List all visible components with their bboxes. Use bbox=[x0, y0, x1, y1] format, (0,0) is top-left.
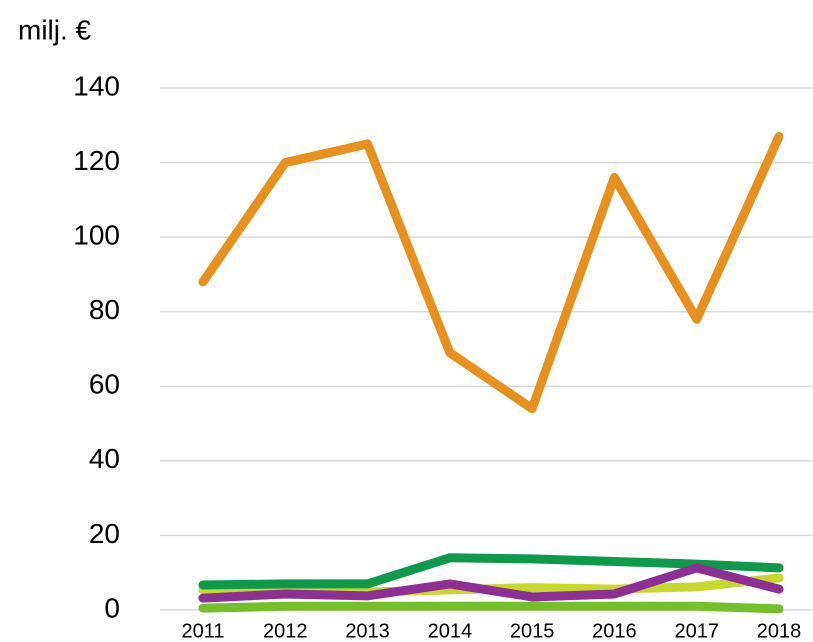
x-tick-label: 2012 bbox=[263, 620, 308, 642]
y-tick-label: 20 bbox=[89, 518, 120, 549]
y-tick-label: 40 bbox=[89, 443, 120, 474]
x-tick-label: 2017 bbox=[674, 620, 719, 642]
y-tick-label: 60 bbox=[89, 369, 120, 400]
y-tick-label: 140 bbox=[73, 70, 120, 101]
x-tick-label: 2016 bbox=[592, 620, 637, 642]
x-tick-label: 2015 bbox=[510, 620, 555, 642]
y-tick-label: 80 bbox=[89, 294, 120, 325]
x-tick-label: 2013 bbox=[345, 620, 390, 642]
series-line bbox=[198, 553, 784, 590]
y-tick-label: 0 bbox=[104, 592, 120, 623]
y-tick-label: 100 bbox=[73, 220, 120, 251]
series-line bbox=[198, 601, 784, 614]
x-tick-label: 2014 bbox=[428, 620, 473, 642]
x-tick-label: 2018 bbox=[757, 620, 802, 642]
y-tick-label: 120 bbox=[73, 145, 120, 176]
y-axis-label: milj. € bbox=[18, 14, 92, 45]
series-line bbox=[198, 563, 784, 603]
series-line bbox=[198, 131, 784, 414]
x-tick-label: 2011 bbox=[181, 620, 224, 642]
